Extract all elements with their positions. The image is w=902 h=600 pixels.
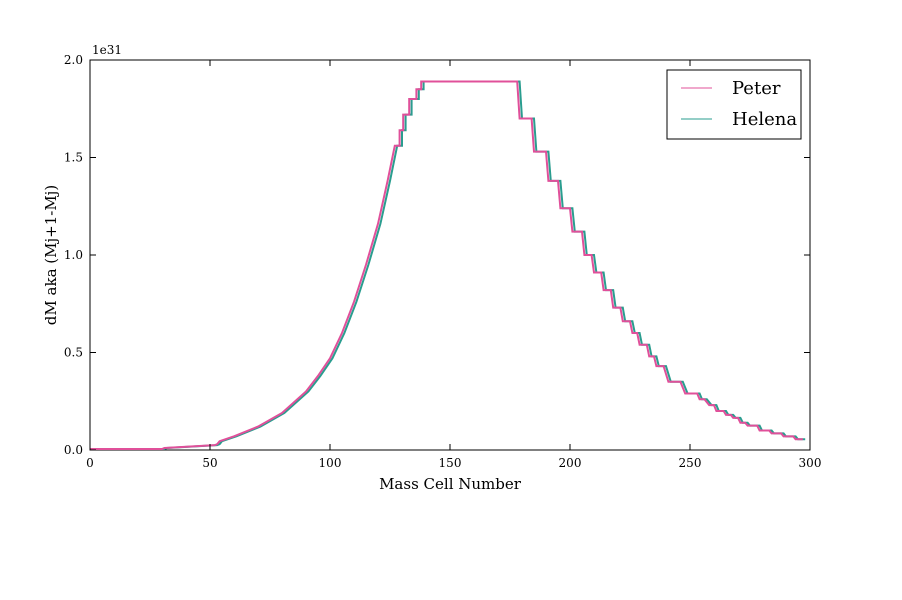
x-tick-label: 300 <box>799 456 822 470</box>
x-tick-label: 250 <box>679 456 702 470</box>
y-offset-label: 1e31 <box>92 43 122 57</box>
y-tick-label: 0.0 <box>64 443 83 457</box>
y-tick-label: 2.0 <box>64 53 83 67</box>
legend-label-helena: Helena <box>732 109 797 130</box>
legend: Peter Helena <box>666 69 802 140</box>
x-tick-label: 50 <box>202 456 217 470</box>
series-line-peter <box>90 80 803 451</box>
x-axis-label: Mass Cell Number <box>379 475 522 493</box>
plot-area: 0 50 100 150 200 250 300 0.0 0.5 1.0 1.5 2.0 <box>64 53 822 470</box>
x-tick-label: 200 <box>559 456 582 470</box>
series-layer <box>90 80 806 451</box>
y-tick-label: 1.5 <box>64 151 83 165</box>
y-tick-label: 0.5 <box>64 346 83 360</box>
x-tick-label: 150 <box>439 456 462 470</box>
y-axis-label: dM aka (Mj+1-Mj) <box>42 185 60 325</box>
legend-box <box>666 69 802 140</box>
x-tick-label: 100 <box>319 456 342 470</box>
x-tick-label: 0 <box>86 456 94 470</box>
y-tick-label: 1.0 <box>64 248 83 262</box>
legend-label-peter: Peter <box>732 78 781 99</box>
ticks-layer: 0 50 100 150 200 250 300 0.0 0.5 1.0 1.5 2.0 <box>64 53 822 470</box>
